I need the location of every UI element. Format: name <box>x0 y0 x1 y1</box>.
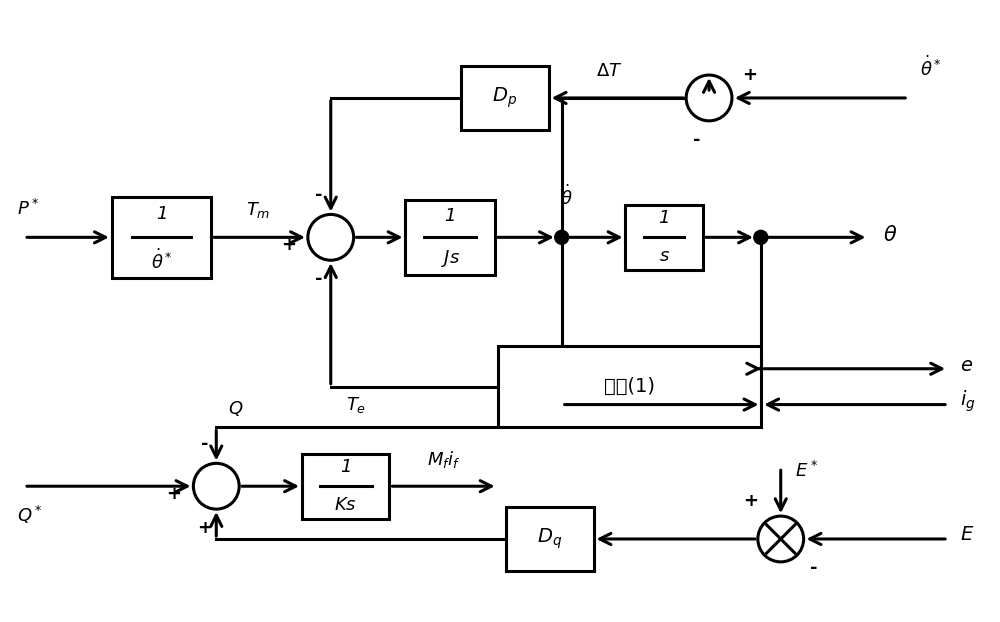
Circle shape <box>754 230 768 244</box>
Text: 公式(1): 公式(1) <box>604 377 655 396</box>
Text: $e$: $e$ <box>960 356 973 375</box>
Text: $E^*$: $E^*$ <box>795 462 818 481</box>
Text: 1: 1 <box>340 458 351 476</box>
Bar <box>112 197 211 278</box>
Bar <box>461 65 549 131</box>
Text: 1: 1 <box>156 205 167 223</box>
Text: $i_g$: $i_g$ <box>960 389 975 414</box>
Text: $s$: $s$ <box>659 248 670 265</box>
Text: $T_e$: $T_e$ <box>346 394 366 415</box>
Text: +: + <box>281 236 296 254</box>
Text: $D_q$: $D_q$ <box>537 527 562 551</box>
Text: $Ks$: $Ks$ <box>334 496 357 514</box>
Circle shape <box>686 75 732 121</box>
Text: $M_f i_f$: $M_f i_f$ <box>427 449 460 470</box>
Text: 1: 1 <box>444 207 456 225</box>
Circle shape <box>193 463 239 509</box>
Text: $\dot{\theta}^*$: $\dot{\theta}^*$ <box>151 249 172 273</box>
Text: $Js$: $Js$ <box>441 248 460 269</box>
Text: $\dot{\theta}^*$: $\dot{\theta}^*$ <box>920 56 942 80</box>
Text: -: - <box>201 435 208 453</box>
Bar <box>405 200 495 275</box>
Text: $\theta$: $\theta$ <box>883 225 898 245</box>
Bar <box>625 205 703 270</box>
Text: -: - <box>693 131 701 149</box>
Text: +: + <box>743 492 758 510</box>
Bar <box>498 346 761 427</box>
Circle shape <box>308 215 354 260</box>
Bar <box>506 507 594 572</box>
Text: 1: 1 <box>659 210 670 228</box>
Text: $E$: $E$ <box>960 526 974 544</box>
Text: $P^*$: $P^*$ <box>17 199 40 220</box>
Text: $\dot{\theta}$: $\dot{\theta}$ <box>560 185 573 210</box>
Text: -: - <box>315 270 323 288</box>
Text: +: + <box>166 485 181 503</box>
Circle shape <box>758 516 804 562</box>
Text: $T_m$: $T_m$ <box>246 200 270 220</box>
Text: +: + <box>742 66 757 84</box>
Text: $\Delta T$: $\Delta T$ <box>596 62 623 80</box>
Text: +: + <box>197 519 212 537</box>
Circle shape <box>555 230 569 244</box>
Text: -: - <box>810 559 817 577</box>
Text: $D_p$: $D_p$ <box>492 86 518 110</box>
Text: $Q$: $Q$ <box>228 399 244 417</box>
Bar <box>302 454 389 519</box>
Text: -: - <box>315 187 323 205</box>
Text: $Q^*$: $Q^*$ <box>17 504 43 526</box>
